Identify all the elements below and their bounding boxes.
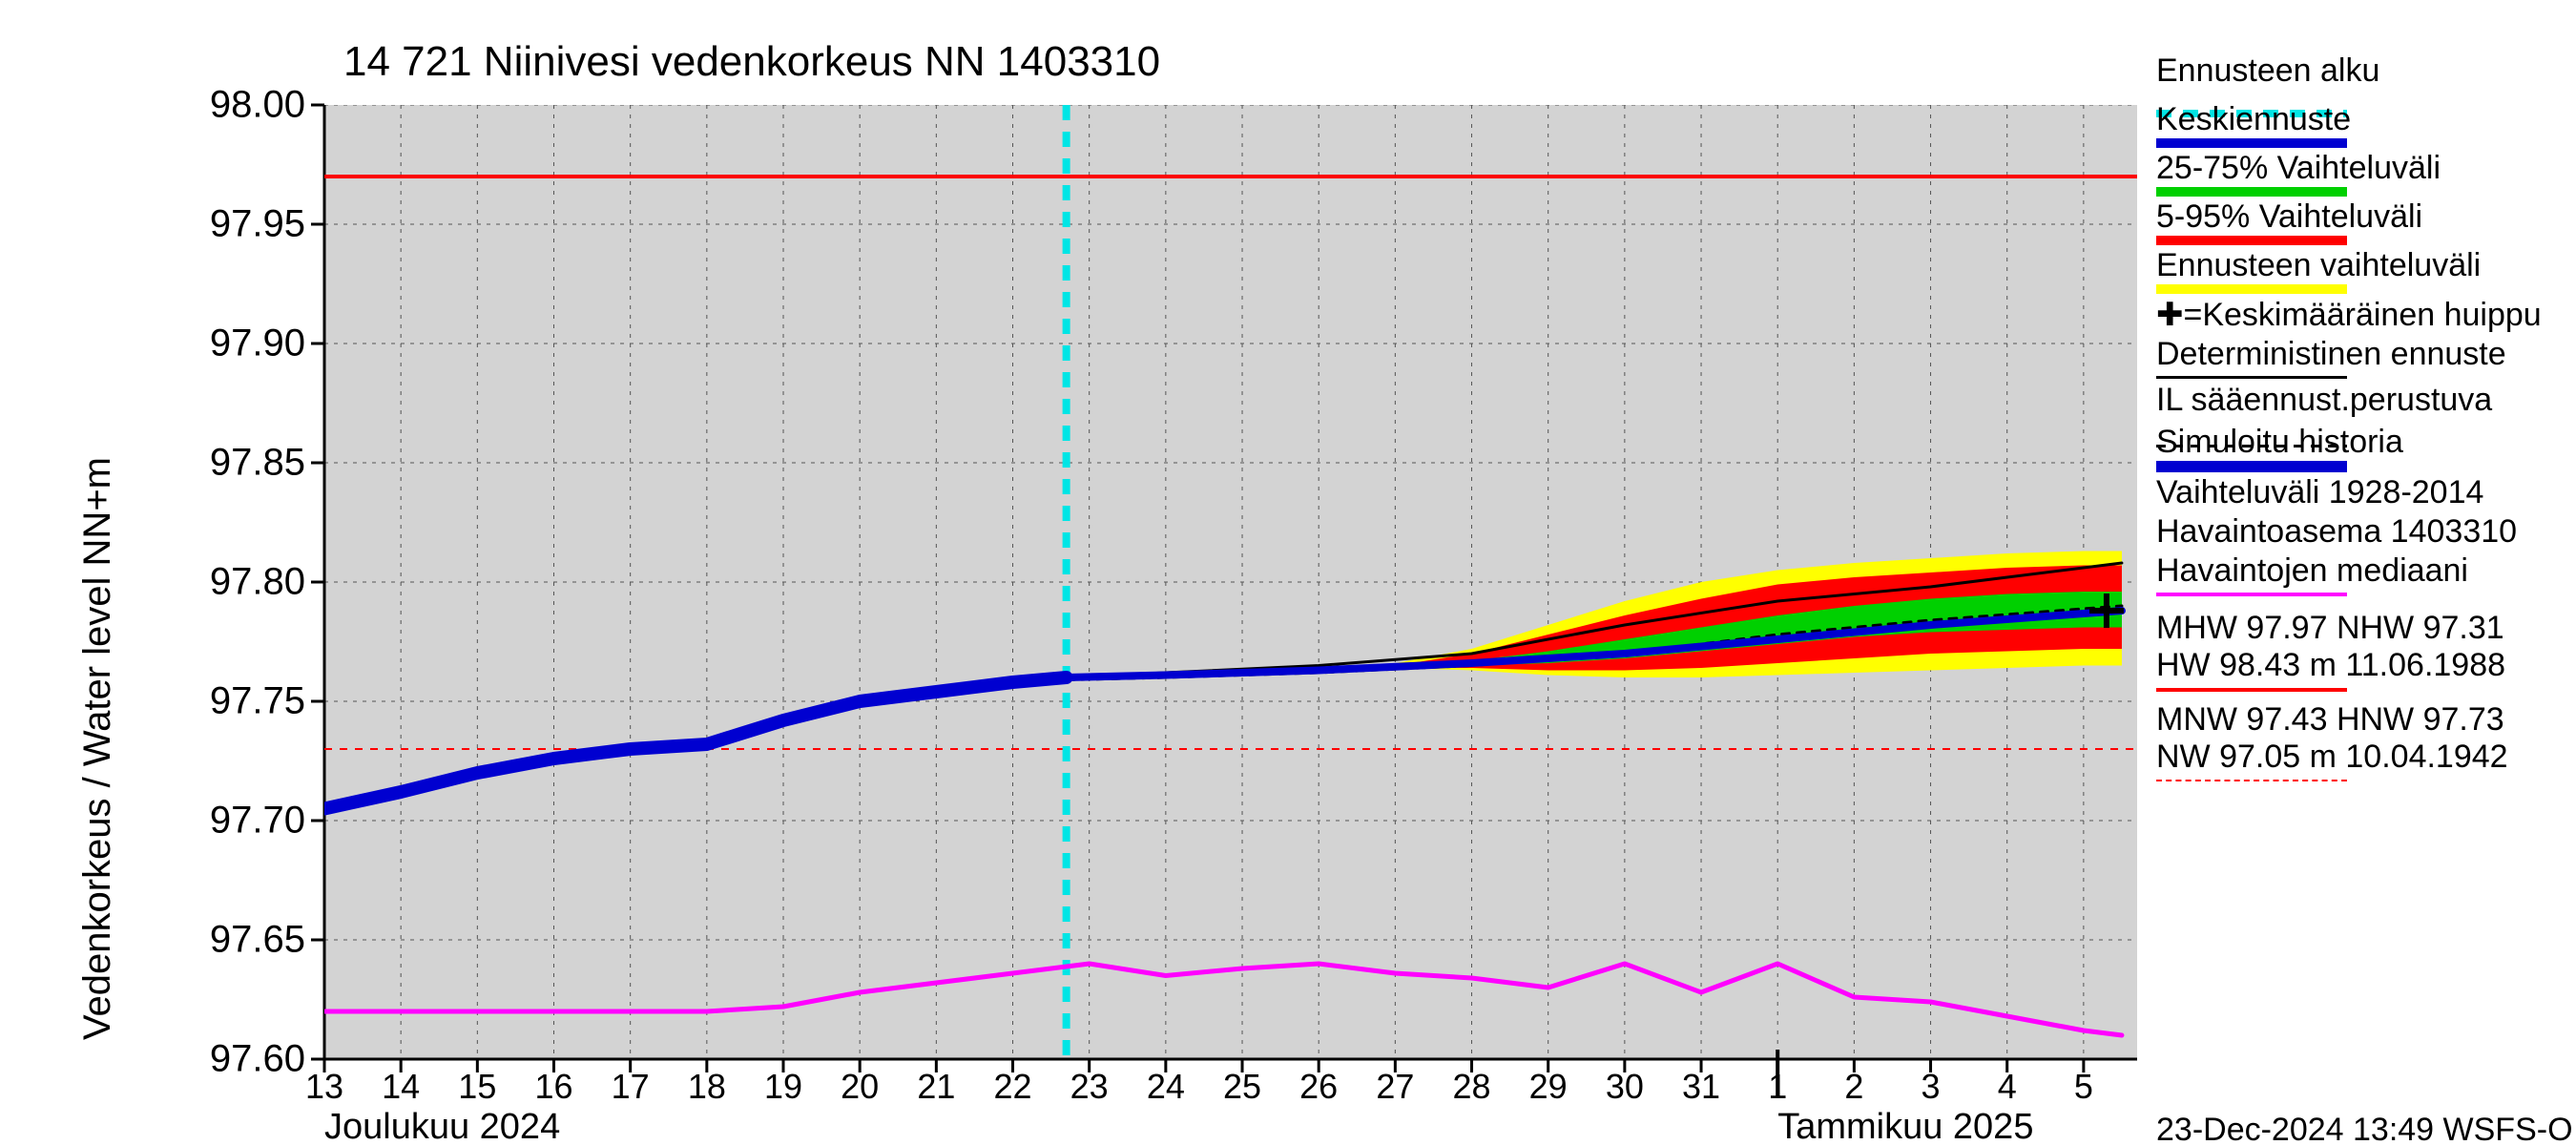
x-tick-label: 3 [1922,1067,1941,1107]
timestamp-label: 23-Dec-2024 13:49 WSFS-O [2156,1112,2573,1145]
legend-label: 25-75% Vaihteluväli [2156,150,2566,187]
legend-label: Vaihteluväli 1928-2014 [2156,474,2566,511]
x-tick-label: 4 [1998,1067,2017,1107]
x-tick-label: 17 [612,1067,650,1107]
y-tick-label: 97.85 [172,442,305,485]
legend-item: Ennusteen alku [2156,52,2566,99]
legend-swatch [2156,90,2347,99]
x-tick-label: 22 [993,1067,1031,1107]
legend-swatch [2156,236,2347,245]
y-tick-label: 97.90 [172,323,305,365]
x-tick-label: 20 [841,1067,879,1107]
x-tick-label: 29 [1529,1067,1568,1107]
y-tick-label: 98.00 [172,84,305,127]
legend-item: Simuloitu historia [2156,424,2566,472]
x-tick-label: 18 [688,1067,726,1107]
legend-swatch [2156,138,2347,148]
x-label-right-1: Tammikuu 2025 [1777,1107,2033,1145]
x-tick-label: 27 [1376,1067,1414,1107]
x-tick-label: 2 [1844,1067,1863,1107]
y-tick-label: 97.80 [172,561,305,604]
legend-item: Vaihteluväli 1928-2014 [2156,474,2566,511]
legend-label: Havaintoasema 1403310 [2156,513,2566,551]
x-tick-label: 24 [1147,1067,1185,1107]
x-tick-label: 21 [917,1067,955,1107]
legend-item: Havaintojen mediaani [2156,552,2566,596]
x-tick-label: 13 [305,1067,343,1107]
legend-stat-line: HW 98.43 m 11.06.1988 [2156,647,2566,684]
y-tick-label: 97.60 [172,1038,305,1081]
y-tick-label: 97.70 [172,800,305,843]
legend-label: IL sääennust.perustuva [2156,382,2566,419]
legend-label: Deterministinen ennuste [2156,336,2566,373]
legend-stat-line: NW 97.05 m 10.04.1942 [2156,739,2566,776]
x-tick-label: 23 [1070,1067,1109,1107]
legend-label: Ennusteen alku [2156,52,2566,90]
y-tick-label: 97.75 [172,680,305,723]
legend-item: ✚=Keskimääräinen huippu [2156,296,2566,334]
legend-stat-line: MNW 97.43 HNW 97.73 [2156,701,2566,739]
legend-item: Deterministinen ennuste [2156,336,2566,379]
y-tick-label: 97.95 [172,203,305,246]
nw-ref-swatch [2156,780,2347,781]
x-tick-label: 19 [764,1067,802,1107]
x-tick-label: 15 [458,1067,496,1107]
x-tick-label: 31 [1682,1067,1720,1107]
legend-item: Havaintoasema 1403310 [2156,513,2566,551]
legend-label: Keskiennuste [2156,101,2566,138]
x-tick-label: 25 [1223,1067,1261,1107]
x-tick-label: 5 [2074,1067,2093,1107]
hw-ref-swatch [2156,688,2347,692]
legend-swatch [2156,284,2347,294]
legend-swatch [2156,593,2347,596]
chart-container: 14 721 Niinivesi vedenkorkeus NN 1403310… [0,0,2576,1145]
legend-swatch [2156,419,2347,422]
legend-swatch [2156,187,2347,197]
legend-item: 25-75% Vaihteluväli [2156,150,2566,197]
x-label-left-1: Joulukuu 2024 [324,1107,560,1145]
legend-swatch [2156,376,2347,379]
legend-label: Simuloitu historia [2156,424,2566,461]
legend-stats: MHW 97.97 NHW 97.31HW 98.43 m 11.06.1988… [2156,610,2566,781]
legend-item: IL sääennust.perustuva [2156,382,2566,422]
x-tick-label: 14 [382,1067,420,1107]
x-tick-label: 28 [1453,1067,1491,1107]
x-tick-label: 16 [534,1067,572,1107]
legend-label: 5-95% Vaihteluväli [2156,198,2566,236]
x-label-left: Joulukuu 2024 December [324,1107,560,1145]
legend-item: 5-95% Vaihteluväli [2156,198,2566,245]
legend: Ennusteen alku Keskiennuste 25-75% Vaihtel… [2156,52,2566,791]
x-tick-label: 30 [1606,1067,1644,1107]
x-tick-label: 1 [1768,1067,1787,1107]
legend-label: Havaintojen mediaani [2156,552,2566,590]
x-label-right: Tammikuu 2025 January [1777,1107,2033,1145]
legend-item: Keskiennuste [2156,101,2566,148]
x-tick-label: 26 [1299,1067,1338,1107]
legend-stat-line: MHW 97.97 NHW 97.31 [2156,610,2566,647]
legend-swatch [2156,461,2347,472]
legend-label: Ennusteen vaihteluväli [2156,247,2566,284]
legend-item: Ennusteen vaihteluväli [2156,247,2566,294]
legend-label: ✚=Keskimääräinen huippu [2156,296,2566,334]
y-tick-label: 97.65 [172,919,305,962]
